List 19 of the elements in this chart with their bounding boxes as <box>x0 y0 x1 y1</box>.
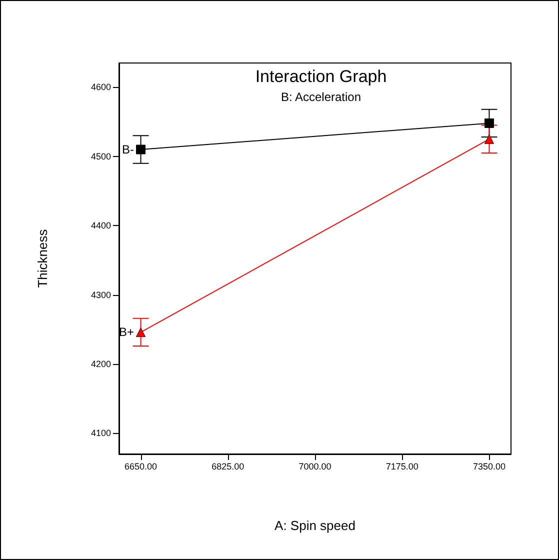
x-axis-title: A: Spin speed <box>274 518 356 533</box>
y-tick-label: 4200 <box>90 359 111 370</box>
y-tick-label: 4500 <box>90 151 111 162</box>
y-tick-label: 4400 <box>90 220 111 231</box>
x-tick-label: 7350.00 <box>472 462 506 472</box>
y-axis-title: Thickness <box>35 228 50 288</box>
y-tick-label: 4300 <box>90 290 111 300</box>
x-tick-label: 6825.00 <box>212 462 244 472</box>
text: B: Acceleration <box>280 90 362 104</box>
y-tick-label: 4600 <box>90 82 111 92</box>
chart-title: Interaction Graph <box>255 67 387 86</box>
y-tick-label: 4100 <box>90 428 111 438</box>
point <box>136 144 146 154</box>
series-label: B- <box>122 142 134 157</box>
x-tick-label: 7175.00 <box>386 462 418 472</box>
x-tick-label: 6650.00 <box>124 462 158 472</box>
x-tick-label: 7000.00 <box>298 462 332 472</box>
series-label: B+ <box>119 325 134 340</box>
point <box>484 118 494 128</box>
